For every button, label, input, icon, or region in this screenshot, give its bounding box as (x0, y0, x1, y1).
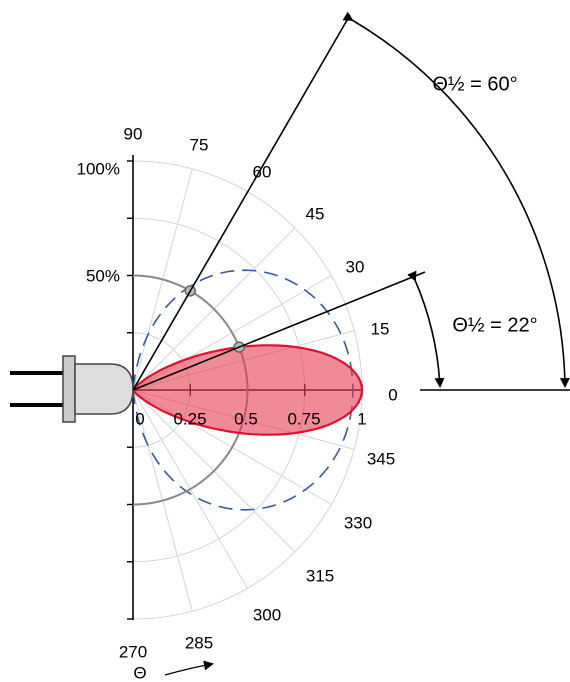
angle-label: 315 (306, 566, 334, 585)
angle-label: 300 (253, 605, 281, 624)
percent-label: 50% (86, 266, 120, 285)
radial-label: 1 (357, 409, 366, 428)
angle-label: 45 (306, 204, 325, 223)
annotation: Θ (133, 663, 146, 682)
angle-label: 60 (253, 162, 272, 181)
angle-arrow (415, 280, 440, 386)
theta-arrow (165, 664, 212, 675)
annotation: Θ½ = 60° (432, 73, 517, 95)
half-angle-line (133, 15, 350, 390)
radial-label: 0.5 (234, 409, 258, 428)
radial-label: 0.25 (173, 409, 206, 428)
polar-diagram: Θ½ = 60° Θ½ = 22° Θ 90 75 60 45 30 15 0 345 330 3… (0, 0, 570, 682)
led-icon (10, 356, 133, 422)
angle-label: 345 (367, 449, 395, 468)
angle-label: 285 (185, 633, 213, 652)
angle-label: 330 (344, 513, 372, 532)
patterns (133, 270, 362, 510)
angle-label: 75 (190, 135, 209, 154)
radial-label: 0.75 (287, 409, 320, 428)
angle-label: 270 (119, 642, 147, 661)
angle-label: 90 (124, 124, 143, 143)
radial-label: 0 (135, 409, 144, 428)
angle-label: 15 (371, 319, 390, 338)
annotation: Θ½ = 22° (452, 314, 537, 336)
percent-label: 100% (77, 159, 120, 178)
angle-label: 0 (388, 385, 397, 404)
angle-label: 30 (346, 257, 365, 276)
